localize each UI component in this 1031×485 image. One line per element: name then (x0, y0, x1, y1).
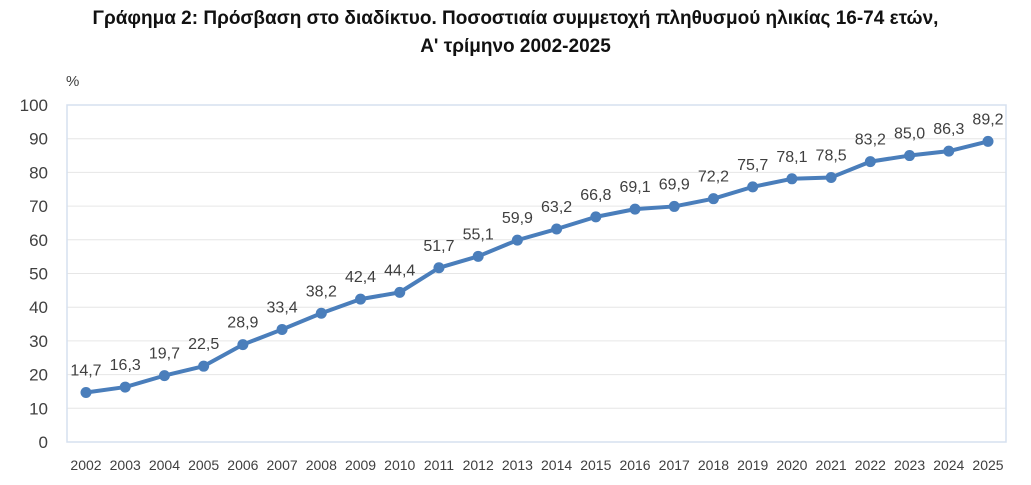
x-tick-label: 2021 (816, 457, 847, 473)
data-label: 44,4 (384, 262, 415, 279)
data-point (119, 381, 131, 393)
data-point (982, 135, 994, 147)
y-tick-label: 40 (29, 298, 48, 317)
data-label: 89,2 (972, 111, 1003, 128)
y-tick-label: 100 (20, 96, 48, 115)
data-label: 78,1 (776, 149, 807, 166)
x-tick-label: 2003 (110, 457, 141, 473)
y-tick-label: 30 (29, 332, 48, 351)
y-tick-label: 0 (39, 433, 48, 452)
x-tick-label: 2010 (384, 457, 415, 473)
y-tick-label: 70 (29, 197, 48, 216)
data-point (394, 286, 406, 298)
x-tick-label: 2007 (267, 457, 298, 473)
y-tick-label: 10 (29, 399, 48, 418)
y-tick-label: 20 (29, 366, 48, 385)
data-point (472, 250, 484, 262)
data-label: 69,9 (659, 176, 690, 193)
data-label: 33,4 (267, 299, 298, 316)
data-label: 38,2 (306, 283, 337, 300)
data-point (315, 307, 327, 319)
x-tick-label: 2002 (70, 457, 101, 473)
data-point (276, 323, 288, 335)
data-label: 75,7 (737, 157, 768, 174)
x-tick-label: 2016 (619, 457, 650, 473)
data-label: 55,1 (463, 226, 494, 243)
data-point (668, 200, 680, 212)
x-tick-label: 2024 (933, 457, 964, 473)
x-tick-label: 2011 (424, 457, 454, 473)
data-label: 66,8 (580, 187, 611, 204)
x-tick-label: 2025 (972, 457, 1003, 473)
data-point (355, 293, 367, 305)
x-tick-label: 2013 (502, 457, 533, 473)
x-tick-label: 2006 (227, 457, 258, 473)
data-point (864, 156, 876, 168)
data-point (511, 234, 523, 246)
data-label: 59,9 (502, 210, 533, 227)
x-tick-label: 2022 (855, 457, 886, 473)
chart-title: Γράφημα 2: Πρόσβαση στο διαδίκτυο. Ποσοσ… (92, 8, 939, 29)
x-tick-label: 2017 (659, 457, 690, 473)
data-point (825, 171, 837, 183)
data-point (786, 173, 798, 185)
x-tick-label: 2015 (580, 457, 611, 473)
data-label: 28,9 (227, 315, 258, 332)
x-tick-label: 2014 (541, 457, 572, 473)
data-point (590, 211, 602, 223)
data-point (707, 193, 719, 205)
data-label: 72,2 (698, 169, 729, 186)
data-label: 69,1 (619, 179, 650, 196)
x-tick-label: 2019 (737, 457, 768, 473)
data-label: 78,5 (816, 147, 847, 164)
x-tick-label: 2009 (345, 457, 376, 473)
data-label: 83,2 (855, 132, 886, 149)
x-tick-label: 2012 (463, 457, 494, 473)
y-tick-label: 60 (29, 231, 48, 250)
data-point (433, 262, 445, 274)
x-tick-label: 2020 (776, 457, 807, 473)
data-point (198, 360, 210, 372)
data-label: 22,5 (188, 336, 219, 353)
data-point (904, 150, 916, 162)
data-point (943, 145, 955, 157)
data-point (237, 339, 249, 351)
data-point (747, 181, 759, 193)
data-label: 14,7 (70, 362, 101, 379)
data-point (158, 370, 170, 382)
data-point (629, 203, 641, 215)
data-point (551, 223, 563, 235)
y-tick-label: 90 (29, 130, 48, 149)
y-axis-label: % (66, 73, 79, 90)
x-tick-label: 2008 (306, 457, 337, 473)
data-label: 16,3 (110, 357, 141, 374)
data-label: 86,3 (933, 121, 964, 138)
plot-area-border (66, 104, 1007, 443)
x-tick-label: 2004 (149, 457, 180, 473)
data-point (80, 386, 92, 398)
x-tick-label: 2018 (698, 457, 729, 473)
y-tick-label: 80 (29, 163, 48, 182)
data-label: 85,0 (894, 126, 925, 143)
x-tick-label: 2005 (188, 457, 219, 473)
data-label: 19,7 (149, 346, 180, 363)
data-label: 42,4 (345, 269, 376, 286)
data-label: 51,7 (423, 238, 454, 255)
chart-subtitle: Α' τρίμηνο 2002-2025 (420, 36, 611, 57)
data-label: 63,2 (541, 199, 572, 216)
y-tick-label: 50 (29, 265, 48, 284)
series-line (85, 139, 989, 395)
x-tick-label: 2023 (894, 457, 925, 473)
